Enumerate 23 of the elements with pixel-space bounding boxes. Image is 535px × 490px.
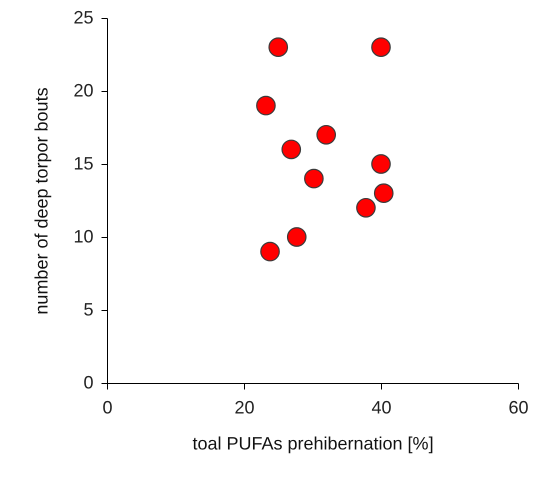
y-tick-label: 0 xyxy=(83,372,94,392)
x-tick-label: 0 xyxy=(102,398,113,418)
point xyxy=(374,183,394,203)
point xyxy=(371,37,391,57)
x-tick-label: 20 xyxy=(234,398,255,418)
y-tick-label: 25 xyxy=(73,8,94,28)
x-tick-label: 60 xyxy=(508,398,529,418)
y-axis-title: number of deep torpor bouts xyxy=(31,87,52,315)
y-tick-label: 15 xyxy=(73,154,94,174)
point xyxy=(260,242,280,262)
point xyxy=(371,154,391,174)
point xyxy=(356,198,376,218)
point xyxy=(286,227,307,247)
y-tick-label: 10 xyxy=(73,226,94,246)
point xyxy=(304,168,324,188)
point xyxy=(268,37,288,57)
x-axis-title: toal PUFAs prehibernation [%] xyxy=(192,434,434,454)
x-tick-label: 40 xyxy=(371,398,392,418)
y-tick-label: 5 xyxy=(83,300,94,320)
point xyxy=(256,96,276,116)
point xyxy=(316,125,336,145)
point xyxy=(281,140,302,160)
y-tick-label: 20 xyxy=(73,80,94,100)
